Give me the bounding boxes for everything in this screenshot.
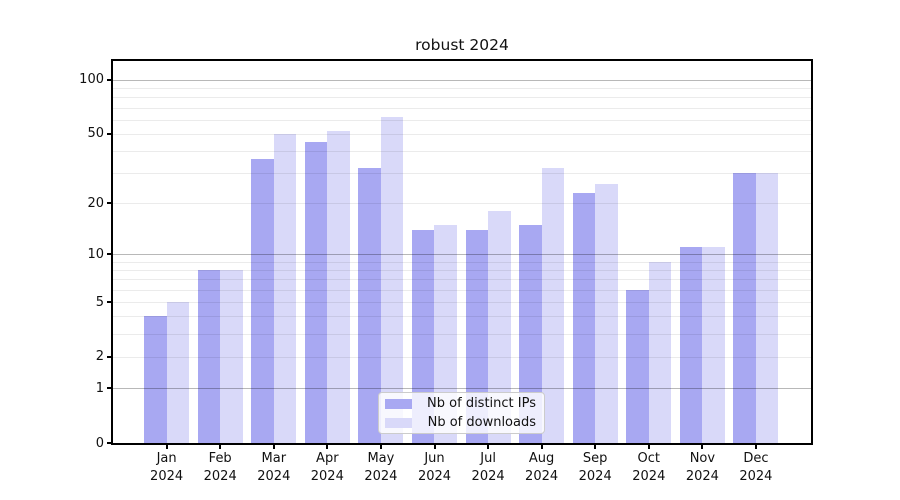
bar-nb-of-downloads-jul-2024	[488, 211, 511, 443]
x-tick-label-nov-2024: Nov 2024	[685, 451, 719, 484]
downloads-label: Nb of downloads	[427, 415, 536, 430]
gridline-90	[113, 88, 811, 89]
bar-nb-of-distinct-ips-mar-2024	[251, 158, 274, 443]
gridline-30	[113, 172, 811, 174]
x-tick-mark-jul-2024	[487, 445, 490, 449]
y-tick-label-5: 5	[95, 294, 104, 310]
bar-nb-of-distinct-ips-oct-2024	[626, 289, 649, 443]
bar-nb-of-downloads-feb-2024	[220, 270, 243, 443]
x-tick-mark-sep-2024	[594, 445, 597, 449]
y-tick-mark-1	[107, 387, 111, 390]
bar-nb-of-downloads-oct-2024	[648, 261, 672, 443]
x-tick-mark-aug-2024	[540, 445, 543, 449]
x-tick-label-jul-2024: Jul 2024	[471, 451, 505, 484]
x-tick-mark-apr-2024	[326, 445, 329, 449]
y-tick-mark-100	[107, 78, 111, 81]
x-tick-label-jan-2024: Jan 2024	[150, 451, 184, 484]
x-tick-mark-feb-2024	[219, 445, 222, 449]
bar-nb-of-distinct-ips-may-2024	[358, 167, 381, 443]
gridline-100	[113, 79, 811, 81]
gridline-1	[113, 388, 811, 390]
y-tick-label-100: 100	[79, 72, 104, 88]
bar-nb-of-distinct-ips-sep-2024	[572, 192, 596, 443]
y-tick-label-20: 20	[87, 195, 104, 211]
y-tick-mark-2	[107, 355, 111, 358]
x-tick-mark-nov-2024	[701, 445, 704, 449]
chart-title: robust 2024	[415, 36, 509, 54]
bar-nb-of-distinct-ips-apr-2024	[304, 141, 328, 443]
x-tick-label-feb-2024: Feb 2024	[203, 451, 237, 484]
plot-area	[111, 59, 813, 445]
bar-nb-of-downloads-jun-2024	[434, 224, 457, 443]
gridline-5	[113, 302, 811, 303]
gridline-10	[113, 254, 811, 256]
gridline-3	[113, 333, 811, 335]
x-tick-mark-jun-2024	[433, 445, 436, 449]
y-tick-label-1: 1	[95, 380, 104, 396]
bar-nb-of-downloads-sep-2024	[595, 183, 618, 443]
x-tick-mark-jan-2024	[165, 445, 168, 449]
y-tick-mark-5	[107, 301, 111, 303]
x-tick-mark-oct-2024	[647, 445, 650, 449]
gridline-7	[113, 279, 811, 281]
gridline-9	[113, 261, 811, 263]
bar-nb-of-downloads-aug-2024	[541, 167, 565, 443]
bar-nb-of-distinct-ips-feb-2024	[197, 270, 221, 443]
bar-nb-of-distinct-ips-dec-2024	[733, 172, 756, 443]
y-tick-mark-10	[107, 253, 111, 256]
bar-nb-of-downloads-nov-2024	[702, 247, 725, 443]
bar-nb-of-distinct-ips-nov-2024	[679, 247, 703, 443]
gridline-60	[113, 119, 811, 121]
x-tick-mark-mar-2024	[272, 445, 275, 449]
x-tick-mark-dec-2024	[754, 445, 757, 449]
y-tick-mark-50	[107, 132, 111, 135]
gridline-2	[113, 356, 811, 358]
y-tick-label-0: 0	[95, 435, 104, 451]
gridline-6	[113, 289, 811, 291]
bar-nb-of-distinct-ips-aug-2024	[519, 224, 542, 443]
y-tick-label-10: 10	[87, 246, 104, 262]
x-tick-mark-may-2024	[379, 445, 382, 449]
x-tick-label-jun-2024: Jun 2024	[417, 451, 452, 484]
x-tick-label-aug-2024: Aug 2024	[525, 451, 559, 484]
x-tick-label-oct-2024: Oct 2024	[632, 451, 666, 484]
y-tick-mark-20	[107, 202, 111, 205]
legend: Nb of distinct IPs Nb of downloads	[378, 392, 545, 434]
distinct-ips-label: Nb of distinct IPs	[427, 396, 536, 411]
legend-row-downloads: Nb of downloads	[385, 415, 536, 430]
bar-nb-of-distinct-ips-jun-2024	[411, 229, 435, 443]
gridline-50	[113, 133, 811, 135]
y-tick-label-2: 2	[95, 349, 104, 364]
y-tick-label-50: 50	[87, 126, 104, 141]
x-tick-label-dec-2024: Dec 2024	[739, 451, 773, 484]
bar-nb-of-downloads-apr-2024	[327, 130, 350, 443]
bar-nb-of-distinct-ips-jul-2024	[465, 229, 489, 443]
x-tick-label-apr-2024: Apr 2024	[310, 451, 344, 484]
gridline-4	[113, 316, 811, 318]
gridline-80	[113, 97, 811, 99]
gridline-8	[113, 270, 811, 272]
bar-nb-of-downloads-mar-2024	[273, 133, 297, 443]
y-tick-mark-0	[107, 442, 111, 444]
gridline-20	[113, 203, 811, 205]
downloads-swatch	[385, 417, 412, 428]
x-tick-label-may-2024: May 2024	[364, 451, 398, 484]
bar-nb-of-downloads-jan-2024	[166, 302, 190, 443]
plot-inner	[113, 61, 811, 443]
x-tick-label-mar-2024: Mar 2024	[257, 451, 291, 484]
bar-nb-of-downloads-may-2024	[380, 116, 404, 443]
gridline-70	[113, 107, 811, 109]
bar-nb-of-downloads-dec-2024	[755, 172, 779, 443]
x-tick-label-sep-2024: Sep 2024	[578, 451, 612, 484]
gridline-40	[113, 150, 811, 152]
distinct-ips-swatch	[385, 398, 412, 409]
bar-nb-of-distinct-ips-jan-2024	[144, 316, 167, 443]
legend-row-distinct-ips: Nb of distinct IPs	[385, 396, 536, 411]
